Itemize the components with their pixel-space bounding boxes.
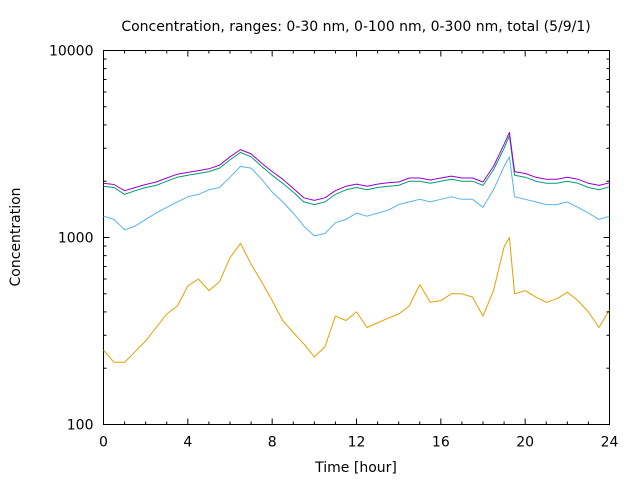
y-axis: 100 1000 10000 xyxy=(49,44,610,434)
x-tick-label: 24 xyxy=(601,435,619,451)
y-tick-label: 100 xyxy=(67,418,94,434)
series-line-3 xyxy=(103,135,610,206)
x-tick-label: 0 xyxy=(99,435,108,451)
chart-title: Concentration, ranges: 0-30 nm, 0-100 nm… xyxy=(121,19,590,35)
x-tick-label: 4 xyxy=(183,435,192,451)
y-tick-label: 10000 xyxy=(49,44,94,60)
series-layer xyxy=(103,131,610,363)
x-tick-label: 12 xyxy=(348,435,366,451)
series-line-2 xyxy=(103,156,610,237)
series-line-4 xyxy=(103,131,610,201)
series-line-1 xyxy=(103,237,610,363)
plot-frame xyxy=(103,50,610,425)
x-axis-label: Time [hour] xyxy=(314,460,397,476)
x-tick-label: 16 xyxy=(432,435,450,451)
y-axis-label: Concentration xyxy=(8,187,24,286)
x-tick-label: 8 xyxy=(268,435,277,451)
y-tick-label: 1000 xyxy=(58,231,94,247)
x-axis: 0 4 8 12 16 20 24 xyxy=(99,50,619,451)
x-tick-label: 20 xyxy=(516,435,534,451)
